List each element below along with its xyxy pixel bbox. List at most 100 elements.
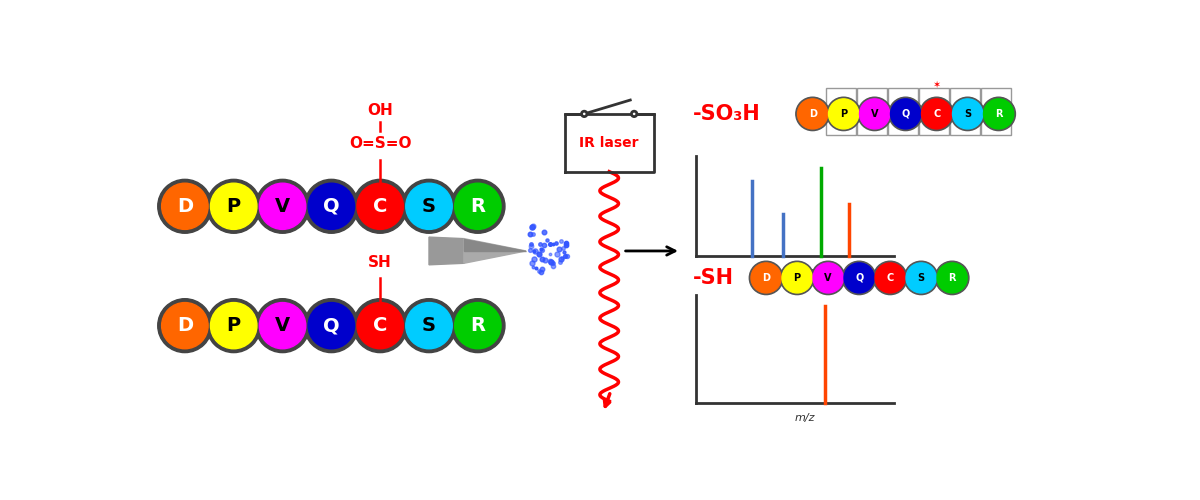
Circle shape bbox=[455, 302, 502, 349]
Text: V: V bbox=[275, 197, 290, 216]
Circle shape bbox=[906, 263, 936, 293]
Circle shape bbox=[210, 183, 257, 230]
Point bbox=[524, 255, 544, 263]
Point bbox=[523, 262, 542, 270]
Text: R: R bbox=[995, 109, 1002, 119]
Text: -SO₃H: -SO₃H bbox=[692, 104, 761, 124]
Circle shape bbox=[874, 261, 907, 294]
Text: V: V bbox=[871, 109, 878, 119]
Point bbox=[552, 237, 571, 245]
Point bbox=[523, 224, 542, 232]
Circle shape bbox=[308, 183, 355, 230]
Circle shape bbox=[256, 298, 310, 352]
Text: P: P bbox=[793, 273, 800, 283]
Point bbox=[553, 244, 572, 252]
Circle shape bbox=[920, 97, 954, 130]
Circle shape bbox=[953, 99, 983, 129]
Point bbox=[546, 239, 565, 247]
Circle shape bbox=[353, 298, 407, 352]
Point bbox=[535, 256, 554, 264]
Circle shape bbox=[905, 261, 938, 294]
Circle shape bbox=[782, 263, 812, 293]
Point bbox=[529, 266, 548, 274]
Text: Q: Q bbox=[854, 273, 863, 283]
Point bbox=[554, 248, 574, 256]
Point bbox=[532, 264, 551, 272]
Point bbox=[535, 228, 554, 236]
Bar bbox=[950, 88, 980, 135]
Point bbox=[558, 252, 577, 260]
Circle shape bbox=[451, 298, 505, 352]
Text: R: R bbox=[470, 316, 485, 335]
Circle shape bbox=[859, 99, 889, 129]
Circle shape bbox=[308, 302, 355, 349]
Point bbox=[523, 230, 542, 237]
Point bbox=[556, 240, 575, 248]
Text: Q: Q bbox=[323, 197, 340, 216]
Circle shape bbox=[162, 302, 208, 349]
Circle shape bbox=[844, 263, 875, 293]
Circle shape bbox=[305, 180, 359, 233]
Point bbox=[540, 240, 559, 248]
Text: IR laser: IR laser bbox=[580, 136, 638, 150]
Circle shape bbox=[406, 302, 452, 349]
Point bbox=[544, 258, 563, 266]
Circle shape bbox=[814, 263, 844, 293]
Circle shape bbox=[827, 97, 860, 130]
Point bbox=[541, 258, 560, 266]
Bar bbox=[826, 88, 857, 135]
Circle shape bbox=[811, 261, 845, 294]
Polygon shape bbox=[430, 237, 464, 265]
Text: C: C bbox=[887, 273, 894, 283]
Point bbox=[523, 222, 542, 230]
Circle shape bbox=[890, 99, 920, 129]
Circle shape bbox=[858, 97, 892, 130]
Circle shape bbox=[356, 302, 403, 349]
Circle shape bbox=[842, 261, 876, 294]
Point bbox=[521, 230, 540, 237]
Text: C: C bbox=[934, 109, 941, 119]
Text: m/z: m/z bbox=[794, 414, 815, 424]
Circle shape bbox=[353, 180, 407, 233]
Point bbox=[521, 246, 540, 254]
Point bbox=[534, 242, 553, 250]
Point bbox=[522, 242, 541, 250]
Circle shape bbox=[889, 97, 923, 130]
Text: D: D bbox=[176, 316, 193, 335]
Circle shape bbox=[210, 302, 257, 349]
Point bbox=[550, 258, 569, 266]
Circle shape bbox=[206, 298, 260, 352]
Point bbox=[540, 257, 559, 265]
Circle shape bbox=[406, 183, 452, 230]
Circle shape bbox=[402, 298, 456, 352]
Text: C: C bbox=[373, 316, 388, 335]
Circle shape bbox=[749, 261, 782, 294]
Circle shape bbox=[402, 180, 456, 233]
Text: -SH: -SH bbox=[692, 268, 733, 288]
Point bbox=[557, 239, 576, 247]
Circle shape bbox=[828, 99, 859, 129]
Point bbox=[532, 245, 551, 253]
Circle shape bbox=[256, 180, 310, 233]
Circle shape bbox=[751, 263, 781, 293]
Text: D: D bbox=[809, 109, 817, 119]
Text: S: S bbox=[422, 197, 436, 216]
Point bbox=[547, 250, 566, 258]
Text: S: S bbox=[964, 109, 971, 119]
Text: m/z: m/z bbox=[794, 267, 815, 277]
Circle shape bbox=[937, 263, 967, 293]
Polygon shape bbox=[464, 238, 526, 264]
Circle shape bbox=[935, 261, 968, 294]
Point bbox=[530, 240, 550, 248]
Circle shape bbox=[356, 183, 403, 230]
Point bbox=[544, 262, 563, 270]
Bar bbox=[982, 88, 1012, 135]
Circle shape bbox=[259, 183, 306, 230]
Text: P: P bbox=[227, 316, 241, 335]
Circle shape bbox=[982, 97, 1015, 130]
Text: Q: Q bbox=[323, 316, 340, 335]
Point bbox=[529, 250, 548, 258]
Circle shape bbox=[451, 180, 505, 233]
Text: D: D bbox=[176, 197, 193, 216]
Circle shape bbox=[162, 183, 208, 230]
